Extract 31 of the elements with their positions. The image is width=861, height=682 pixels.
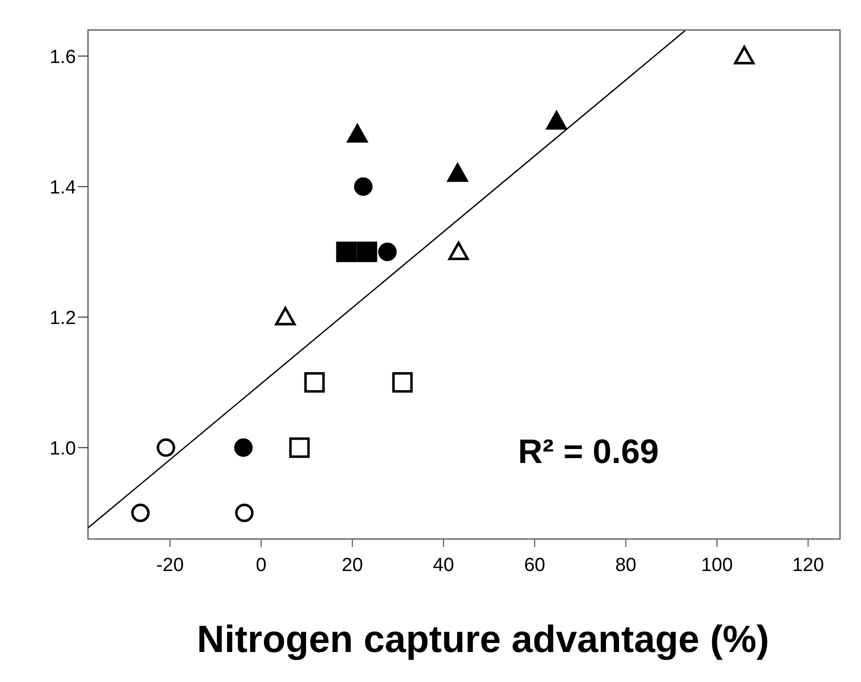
point	[275, 306, 296, 326]
x-tick-label: 0	[256, 555, 266, 576]
x-tick-label: 100	[701, 555, 733, 576]
point	[234, 438, 253, 457]
point	[734, 46, 755, 64]
x-axis-title: Nitrogen capture advantage (%)	[196, 619, 770, 661]
y-tick-label: 1.6	[50, 46, 76, 68]
point	[392, 372, 413, 393]
point	[156, 438, 176, 457]
point	[347, 124, 368, 143]
y-tick-label: 1.0	[50, 438, 76, 460]
point	[235, 504, 254, 522]
x-tick-label: -20	[156, 555, 184, 576]
x-tick-label: 60	[524, 555, 546, 576]
point	[131, 504, 150, 522]
point	[289, 437, 310, 458]
y-tick-label: 1.4	[50, 177, 76, 198]
point	[354, 177, 373, 196]
point	[378, 242, 397, 262]
point	[336, 242, 357, 262]
point	[304, 372, 325, 393]
x-tick-label: 20	[342, 555, 363, 576]
point	[447, 163, 468, 182]
y-tick-label: 1.2	[50, 308, 76, 329]
point	[448, 242, 469, 260]
annotation: R² = 0.69	[518, 433, 659, 471]
x-tick-label: 80	[615, 555, 636, 576]
x-tick-label: 40	[432, 555, 454, 576]
point	[356, 242, 378, 262]
x-tick-label: 120	[792, 555, 824, 576]
point	[546, 111, 567, 130]
